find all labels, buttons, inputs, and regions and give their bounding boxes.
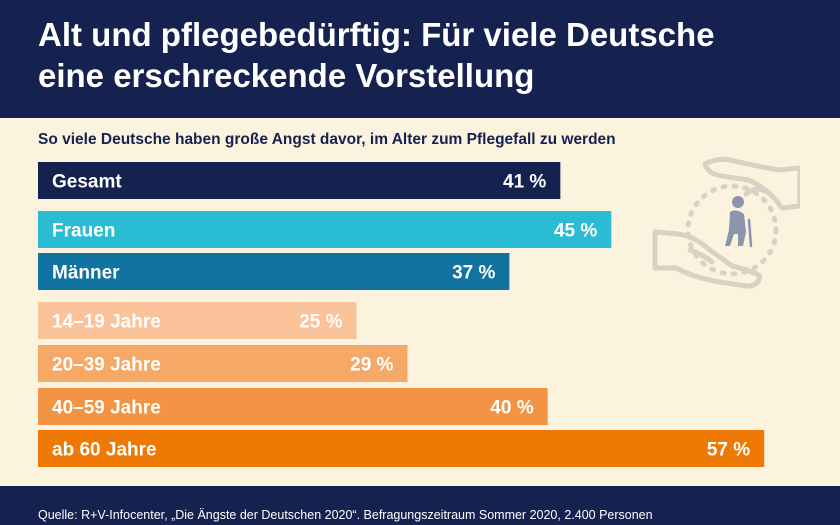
- category-label: 20–39 Jahre: [52, 355, 161, 376]
- category-label: 40–59 Jahre: [52, 398, 161, 419]
- value-label: 25 %: [299, 312, 342, 333]
- footer-banner: [0, 486, 840, 525]
- bar-6: [38, 430, 765, 467]
- category-label: ab 60 Jahre: [52, 440, 157, 461]
- page-title: Alt und pflegebedürftig: Für viele Deuts…: [38, 14, 818, 96]
- value-label: 40 %: [490, 398, 533, 419]
- illustration: [650, 150, 803, 300]
- bar-2: [38, 253, 510, 290]
- value-label: 41 %: [503, 172, 546, 193]
- bar-0: [38, 162, 561, 199]
- bar-5: [38, 388, 548, 425]
- title-line-2: eine erschreckende Vorstellung: [38, 57, 535, 94]
- category-label: Frauen: [52, 221, 115, 242]
- chart-subtitle: So viele Deutsche haben große Angst davo…: [38, 131, 616, 148]
- bar-1: [38, 211, 612, 248]
- category-label: 14–19 Jahre: [52, 312, 161, 333]
- header-banner: Alt und pflegebedürftig: Für viele Deuts…: [0, 0, 840, 118]
- category-label: Männer: [52, 263, 120, 284]
- bar-3: [38, 302, 357, 339]
- source-note: Quelle: R+V-Infocenter, „Die Ängste der …: [38, 508, 653, 522]
- bar-4: [38, 345, 408, 382]
- title-line-1: Alt und pflegebedürftig: Für viele Deuts…: [38, 16, 715, 53]
- hands-holding-elderly-person-icon: [652, 156, 803, 289]
- value-label: 57 %: [707, 440, 750, 461]
- value-label: 37 %: [452, 263, 495, 284]
- category-label: Gesamt: [52, 172, 122, 193]
- value-label: 45 %: [554, 221, 597, 242]
- value-label: 29 %: [350, 355, 393, 376]
